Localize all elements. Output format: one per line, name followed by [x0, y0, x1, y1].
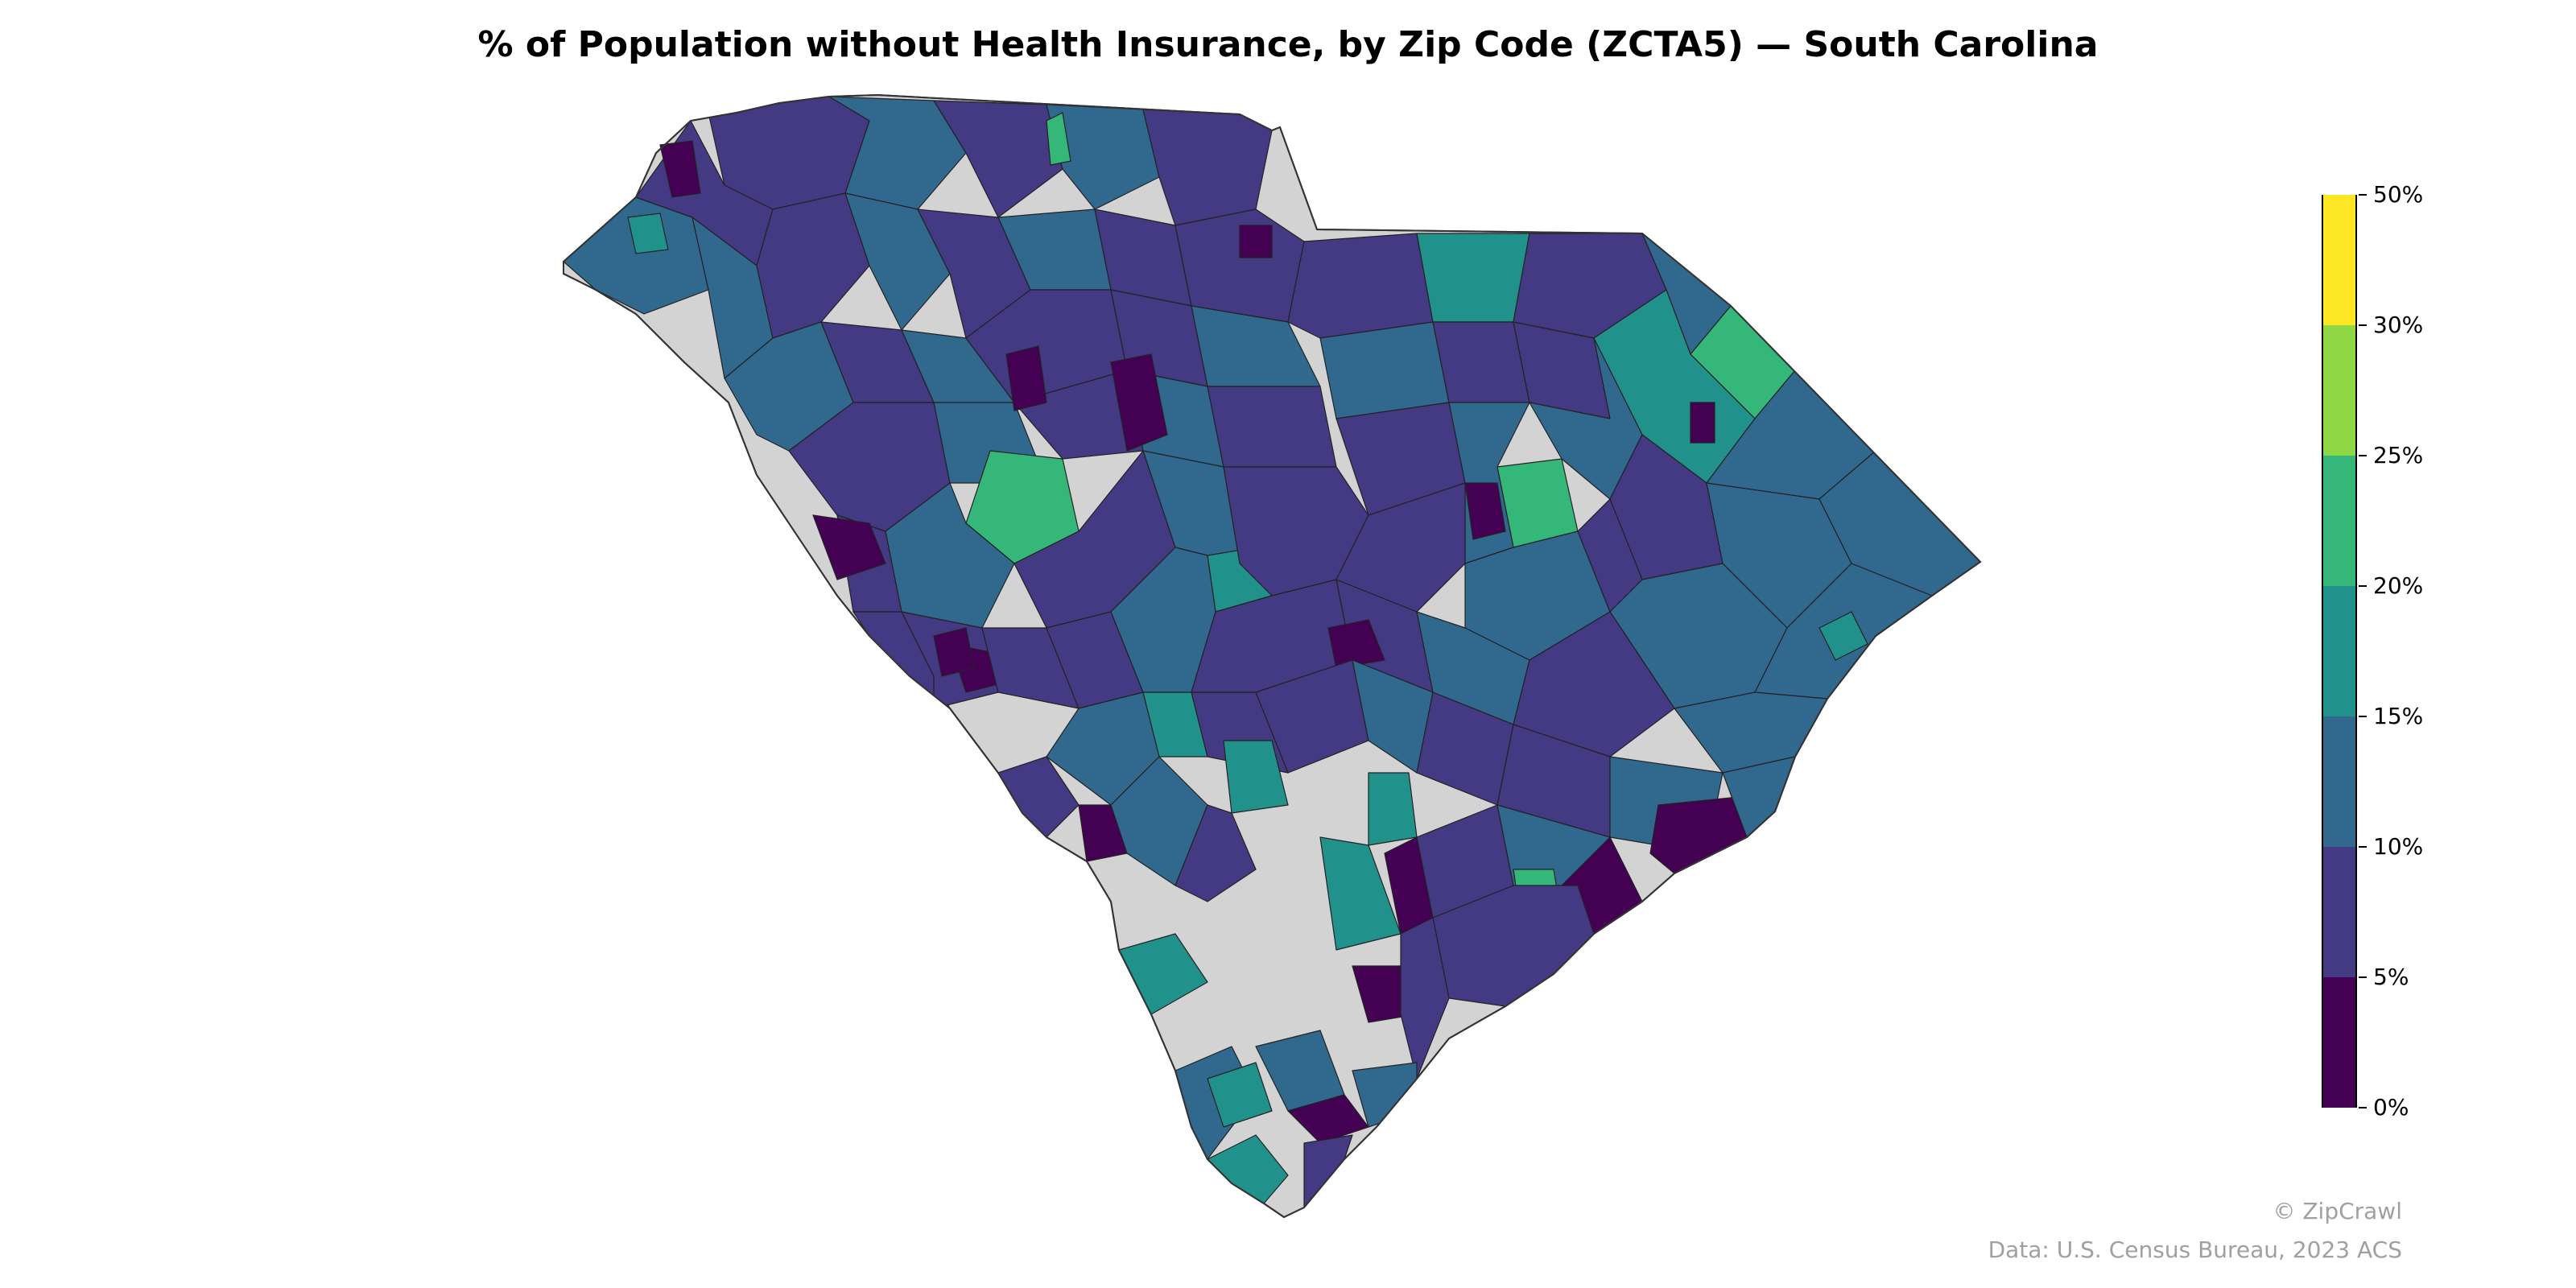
state-border [563, 93, 1982, 1219]
colorbar-bin [2323, 586, 2355, 716]
zcta-region [1335, 482, 1466, 613]
colorbar-bin [2323, 456, 2355, 586]
colorbar-tick [2359, 324, 2367, 326]
zcta-region [627, 213, 669, 254]
colorbar-tick-label: 0% [2373, 1094, 2409, 1121]
zcta-region [933, 100, 1063, 218]
zcta-region [1319, 321, 1450, 419]
zcta-region [1368, 772, 1418, 846]
zcta-region [1207, 386, 1337, 468]
colorbar-bin [2323, 195, 2355, 325]
colorbar-tick [2359, 455, 2367, 456]
credit-source: Data: U.S. Census Bureau, 2023 ACS [1988, 1236, 2402, 1263]
colorbar-bin [2323, 325, 2355, 456]
zcta-region [812, 514, 886, 580]
zcta-region [1110, 353, 1168, 452]
colorbar-bin [2323, 977, 2355, 1108]
zcta-region [1464, 482, 1506, 540]
zcta-region [1046, 112, 1071, 166]
colorbar-tick-label: 5% [2373, 964, 2409, 990]
zcta-region [1513, 611, 1675, 758]
colorbar-tick [2359, 976, 2367, 978]
colorbar-tick-label: 30% [2373, 312, 2424, 338]
zcta-region [1327, 619, 1385, 669]
zcta-region [844, 192, 951, 331]
colorbar-tick-label: 15% [2373, 703, 2424, 729]
zcta-region [933, 627, 975, 677]
zcta-region [1287, 233, 1434, 339]
colorbar-tick-label: 20% [2373, 572, 2424, 599]
map-title: % of Population without Health Insurance… [477, 24, 2099, 65]
zcta-region [1174, 804, 1257, 902]
zcta-region [1303, 1134, 1353, 1208]
zcta-region [1239, 225, 1273, 258]
colorbar-tick [2359, 1107, 2367, 1108]
zcta-region [1416, 233, 1530, 323]
colorbar-bin [2323, 716, 2355, 847]
colorbar-tick [2359, 585, 2367, 587]
zcta-region [1005, 345, 1047, 411]
zcta-region [1690, 402, 1715, 444]
colorbar-legend [2322, 195, 2357, 1108]
colorbar-bin [2323, 847, 2355, 977]
zcta-region [1818, 611, 1868, 661]
zcta-region [1223, 740, 1289, 814]
zcta-region [1400, 917, 1450, 1080]
credit-brand: © ZipCrawl [2273, 1198, 2402, 1224]
colorbar-tick-label: 10% [2373, 833, 2424, 860]
colorbar-tick-label: 25% [2373, 442, 2424, 469]
colorbar-tick [2359, 194, 2367, 196]
zcta-region [1207, 1062, 1273, 1128]
zcta-region [659, 140, 701, 198]
colorbar-tick [2359, 846, 2367, 848]
colorbar-tick [2359, 716, 2367, 717]
colorbar-tick-label: 50% [2373, 181, 2424, 208]
zcta-region [1432, 321, 1530, 403]
